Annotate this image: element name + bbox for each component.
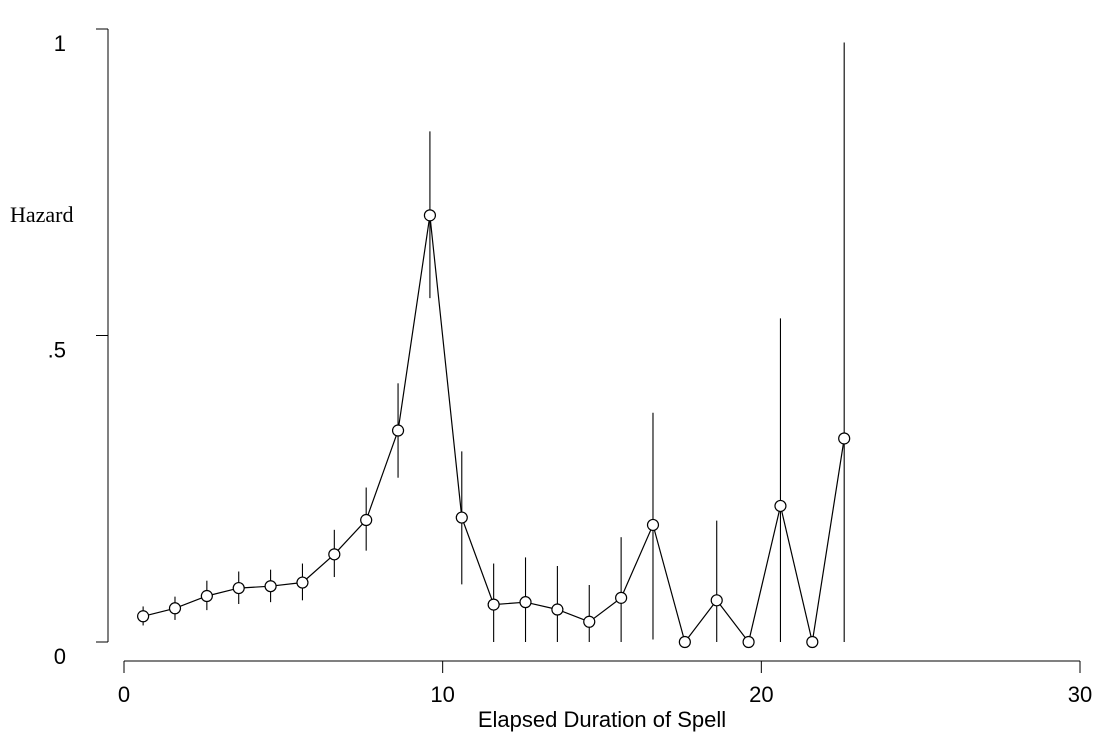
data-point xyxy=(232,581,245,595)
data-point xyxy=(391,424,405,437)
data-point xyxy=(678,635,691,649)
x-tick-label: 30 xyxy=(1068,682,1092,707)
data-point xyxy=(838,432,851,445)
data-point xyxy=(551,603,564,616)
x-tick-label: 20 xyxy=(749,682,773,707)
confidence-interval-bars xyxy=(142,42,845,642)
x-tick-label: 10 xyxy=(430,682,454,707)
data-point xyxy=(774,499,787,513)
data-point xyxy=(423,209,437,222)
hazard-markers xyxy=(137,209,851,649)
data-point xyxy=(137,610,150,623)
data-point xyxy=(615,591,628,604)
y-tick-label: .5 xyxy=(48,338,66,363)
data-point xyxy=(168,602,182,615)
data-point xyxy=(710,594,723,607)
y-axis-label: Hazard xyxy=(10,202,74,227)
x-axis-label: Elapsed Duration of Spell xyxy=(478,707,726,732)
data-point xyxy=(296,576,309,589)
data-point xyxy=(264,580,277,593)
data-point xyxy=(360,513,373,527)
data-point xyxy=(487,598,500,611)
y-tick-label: 1 xyxy=(54,31,66,56)
data-point xyxy=(742,635,755,649)
data-point xyxy=(455,511,468,524)
data-point xyxy=(646,518,660,532)
data-point xyxy=(328,548,341,561)
data-point xyxy=(200,589,213,603)
data-point xyxy=(583,615,596,628)
y-axis-ticks: 0.51 xyxy=(48,28,108,669)
data-point xyxy=(519,596,532,609)
x-tick-label: 0 xyxy=(118,682,130,707)
y-tick-label: 0 xyxy=(54,644,66,669)
data-point xyxy=(806,635,819,649)
x-axis-ticks: 0 10 20 30 xyxy=(118,661,1092,707)
